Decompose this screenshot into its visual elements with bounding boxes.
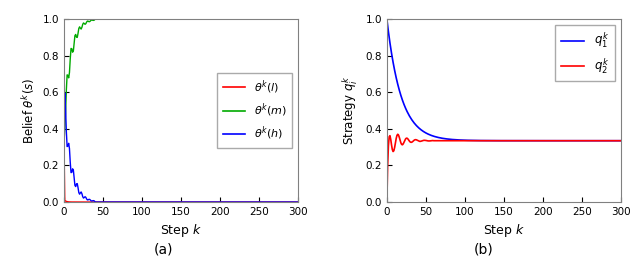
Legend: $q_1^k$, $q_2^k$: $q_1^k$, $q_2^k$ <box>555 25 615 81</box>
Y-axis label: Strategy $q_i^k$: Strategy $q_i^k$ <box>340 76 360 145</box>
X-axis label: Step $k$: Step $k$ <box>160 222 202 239</box>
Text: (b): (b) <box>474 242 493 256</box>
Text: (a): (a) <box>154 242 173 256</box>
Y-axis label: Belief $\theta^k(s)$: Belief $\theta^k(s)$ <box>20 77 37 144</box>
X-axis label: Step $k$: Step $k$ <box>483 222 525 239</box>
Legend: $\theta^k(l)$, $\theta^k(m)$, $\theta^k(h)$: $\theta^k(l)$, $\theta^k(m)$, $\theta^k(… <box>217 73 292 148</box>
